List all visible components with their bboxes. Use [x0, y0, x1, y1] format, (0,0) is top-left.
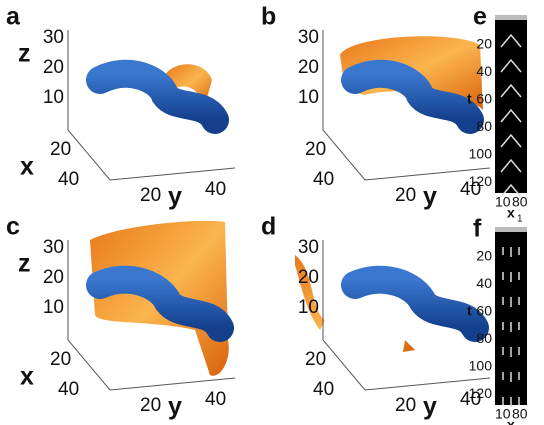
t-label: t — [467, 303, 472, 319]
t-tick-label: 100 — [469, 358, 493, 374]
t-tick-label: 20 — [476, 36, 492, 52]
t-tick-label: 40 — [476, 275, 492, 291]
z-tick-label: 30 — [298, 237, 319, 258]
panel: cz 30 20 10 x 20 40 20 y 40 — [6, 213, 235, 421]
t-tick-label: 120 — [469, 173, 493, 189]
x-tick-label: 20 — [50, 139, 71, 160]
z-tick-label: 30 — [43, 237, 64, 258]
z-tick-label: 20 — [298, 267, 319, 288]
z-tick-label: 20 — [43, 57, 64, 78]
y-tick-label: 40 — [205, 389, 226, 410]
x-tick-label: 40 — [313, 169, 334, 190]
panel-letter: d — [261, 213, 276, 241]
z-tick-label: 10 — [298, 87, 319, 108]
t-tick-label: 60 — [476, 303, 492, 319]
x-tick-label: 20 — [50, 349, 71, 370]
y-tick-label: 20 — [395, 395, 416, 416]
heatmap — [495, 15, 527, 193]
z-tick-label: 10 — [43, 87, 64, 108]
y-tick-label: 20 — [140, 185, 161, 206]
t-tick-label: 20 — [476, 248, 492, 264]
t-tick-label: 60 — [476, 91, 492, 107]
panel-letter: c — [6, 213, 20, 241]
t-tick-label: 120 — [469, 385, 493, 401]
panel-letter: f — [473, 215, 482, 243]
figure: az302010x204020y40b302010204020y40cz3020… — [0, 0, 544, 425]
y-tick-label: 40 — [205, 179, 226, 200]
t-tick-label: 80 — [476, 118, 492, 134]
panel-letter: e — [473, 3, 487, 31]
y-tick-label: 20 — [395, 185, 416, 206]
z-label: z — [18, 250, 31, 278]
heatmap-top — [495, 15, 527, 20]
x-tick-label: 40 — [313, 379, 334, 400]
z-tick-label: 10 — [43, 297, 64, 318]
panel-letter: b — [261, 3, 276, 31]
panel: az 30 20 10 x 20 40 20 y 40 — [6, 3, 235, 211]
z-tick-label: 20 — [43, 267, 64, 288]
x-label: x — [20, 363, 34, 391]
t-tick-label: 100 — [469, 146, 493, 162]
panel: d 30 20 10 20 40 20 y 40 — [261, 213, 490, 421]
y-label: y — [168, 183, 182, 211]
x-label: x — [507, 205, 515, 221]
y-label: y — [423, 183, 437, 211]
t-tick-label: 40 — [476, 63, 492, 79]
panel: b 30 20 10 20 40 20 y 40 — [261, 3, 490, 211]
z-tick-label: 20 — [298, 57, 319, 78]
z-tick-label: 30 — [43, 27, 64, 48]
y-label: y — [423, 393, 437, 421]
t-label: t — [467, 91, 472, 107]
y-tick-label: 20 — [140, 395, 161, 416]
z-label: z — [18, 40, 31, 68]
z-tick-label: 10 — [298, 297, 319, 318]
heatmap-top — [495, 227, 527, 232]
x-tick-label: 40 — [58, 379, 79, 400]
x-tick-label: 20 — [305, 139, 326, 160]
t-tick-label: 80 — [476, 330, 492, 346]
x-label-sub: 1 — [517, 214, 523, 225]
y-label: y — [168, 393, 182, 421]
z-tick-label: 30 — [298, 27, 319, 48]
x-label: x — [20, 153, 34, 181]
x-label: x — [507, 417, 515, 425]
panel-letter: a — [6, 3, 21, 31]
blue-torus-chain — [355, 280, 475, 328]
x-tick-label: 40 — [58, 169, 79, 190]
x-tick-label: 20 — [305, 349, 326, 370]
